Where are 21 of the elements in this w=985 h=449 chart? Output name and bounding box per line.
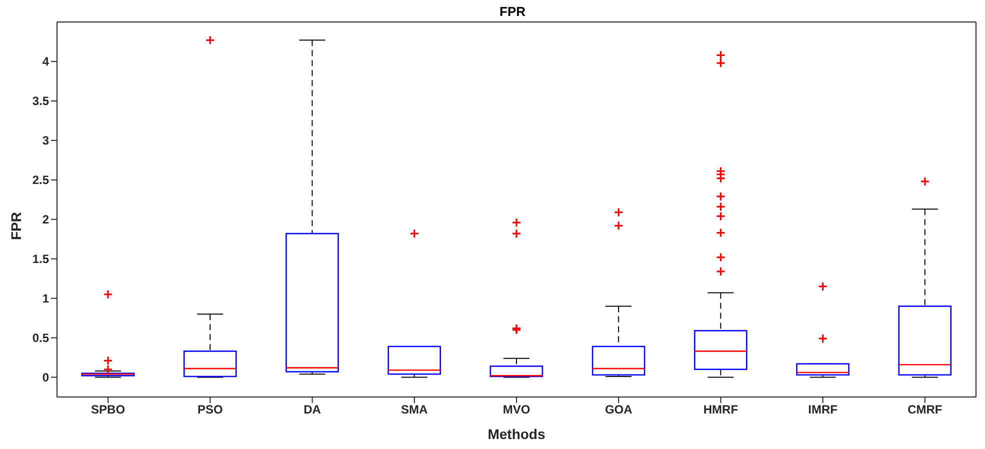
x-tick-label: GOA [604,402,633,417]
y-tick-label: 1.5 [32,252,50,266]
chart-title: FPR [498,4,526,19]
x-axis-title: Methods [488,426,546,442]
y-tick-label: 3.5 [32,94,50,108]
x-tick-label: PSO [197,402,223,417]
y-tick-label: 0 [42,370,50,385]
x-tick-label: SMA [401,402,428,417]
y-tick-label: 2 [42,212,50,227]
x-tick-label: CMRF [908,402,942,417]
x-tick-label: SPBO [91,402,126,417]
y-tick-label: 3 [42,134,50,148]
y-tick-label: 0.5 [32,331,50,346]
y-axis-title: FPR [8,212,24,240]
x-tick-label: HMRF [703,402,738,417]
x-tick-label: MVO [502,402,530,417]
y-tick-label: 4 [42,54,50,69]
y-tick-label: 2.5 [32,173,50,188]
y-tick-label: 1 [42,292,50,306]
x-tick-label: IMRF [808,402,838,417]
x-tick-label: DA [304,402,322,417]
